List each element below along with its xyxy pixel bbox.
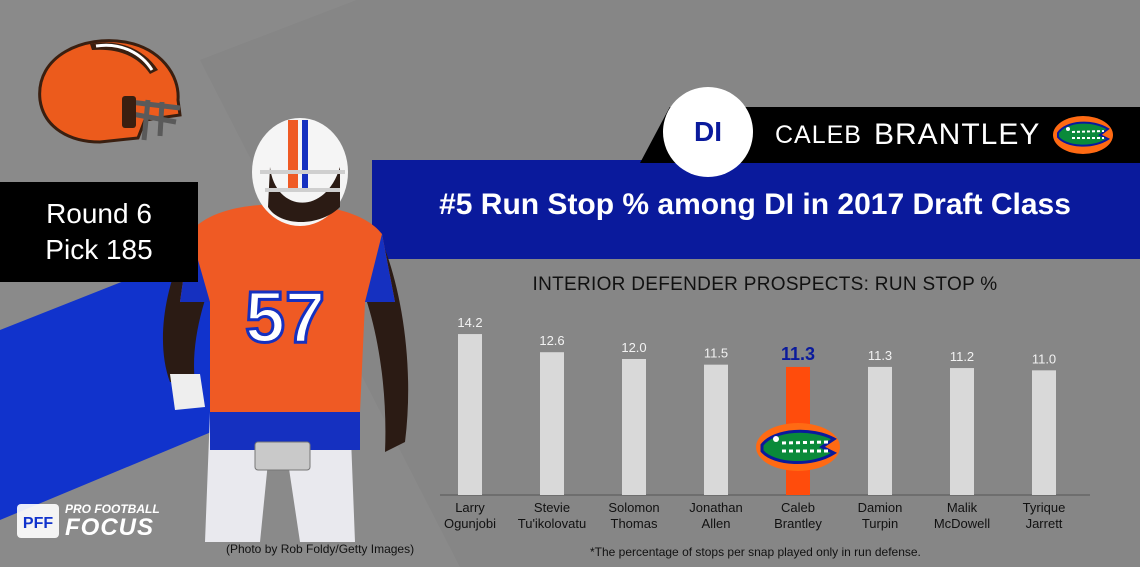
category-label: Jarrett xyxy=(1026,516,1063,531)
category-label: Thomas xyxy=(611,516,658,531)
bar xyxy=(540,352,564,495)
category-label: Brantley xyxy=(774,516,822,531)
footnote: *The percentage of stops per snap played… xyxy=(590,545,921,559)
pff-line1: PRO FOOTBALL xyxy=(65,502,160,516)
jersey-number: 57 xyxy=(245,278,325,358)
player-last-name: BRANTLEY xyxy=(873,118,1041,151)
player-name: CALEB BRANTLEY xyxy=(775,112,1114,158)
headline-banner xyxy=(372,160,1140,259)
bar-value-label: 11.3 xyxy=(868,348,892,363)
category-label: Jonathan xyxy=(689,500,743,515)
category-label: Ogunjobi xyxy=(444,516,496,531)
player-first-name: CALEB xyxy=(775,120,862,149)
bar-value-label: 11.2 xyxy=(950,349,974,364)
gators-logo xyxy=(1053,116,1114,154)
chart-title: INTERIOR DEFENDER PROSPECTS: RUN STOP % xyxy=(532,274,998,295)
bar-value-label: 11.5 xyxy=(704,346,728,361)
bar-value-label: 12.0 xyxy=(621,340,646,355)
category-label: Tyrique xyxy=(1023,500,1066,515)
draft-pick: Pick 185 xyxy=(45,234,153,265)
pff-line2: FOCUS xyxy=(65,514,154,541)
bar-value-label: 11.0 xyxy=(1032,351,1056,366)
draft-round-box: Round 6 Pick 185 xyxy=(0,182,198,282)
svg-text:PFF: PFF xyxy=(23,515,53,532)
bar-value-label: 12.6 xyxy=(539,333,564,348)
bar-value-label: 11.3 xyxy=(781,344,815,364)
browns-helmet-logo xyxy=(38,39,182,144)
position-badge: DI xyxy=(663,87,753,177)
category-label: McDowell xyxy=(934,516,990,531)
category-label: Malik xyxy=(947,500,978,515)
category-label: Allen xyxy=(702,516,731,531)
bar xyxy=(458,334,482,495)
category-label: Damion xyxy=(858,500,903,515)
gators-logo xyxy=(756,423,840,471)
bar xyxy=(950,368,974,495)
category-label: Stevie xyxy=(534,500,570,515)
category-label: Tu'ikolovatu xyxy=(518,516,586,531)
photo-credit: (Photo by Rob Foldy/Getty Images) xyxy=(226,542,415,556)
player-photo: 57 xyxy=(162,118,409,542)
category-label: Turpin xyxy=(862,516,898,531)
category-label: Solomon xyxy=(608,500,659,515)
bar xyxy=(868,366,892,495)
headline: #5 Run Stop % among DI in 2017 Draft Cla… xyxy=(439,188,1071,221)
bar-value-label: 14.2 xyxy=(457,315,482,330)
category-label: Larry xyxy=(455,500,485,515)
bar xyxy=(704,364,728,495)
bar xyxy=(1032,370,1056,495)
bar xyxy=(622,359,646,495)
draft-round: Round 6 xyxy=(46,198,152,229)
pff-logo: PFF PRO FOOTBALL FOCUS xyxy=(15,496,175,549)
category-label: Caleb xyxy=(781,500,815,515)
pff-logo-mark: PFF xyxy=(17,504,59,538)
